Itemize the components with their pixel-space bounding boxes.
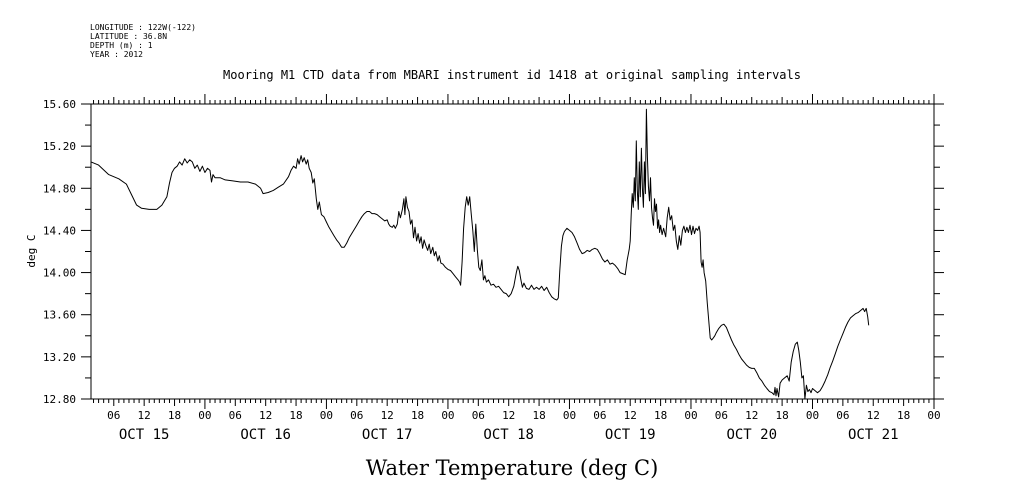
- x-tick-label: 18: [168, 409, 181, 422]
- x-tick-label: 12: [381, 409, 394, 422]
- x-tick-label: 06: [593, 409, 606, 422]
- x-tick-label: 00: [806, 409, 819, 422]
- x-tick-label: 00: [927, 409, 940, 422]
- x-tick-label: 12: [259, 409, 272, 422]
- x-day-label: OCT 21: [848, 427, 899, 443]
- year-text: YEAR : 2012: [90, 50, 143, 59]
- x-tick-label: 12: [624, 409, 637, 422]
- x-tick-label: 00: [684, 409, 697, 422]
- x-tick-label: 00: [198, 409, 211, 422]
- x-tick-label: 18: [775, 409, 788, 422]
- y-tick-label: 13.20: [43, 351, 76, 364]
- series-layer: [90, 108, 870, 400]
- x-tick-label: 12: [138, 409, 151, 422]
- latitude-text: LATITUDE : 36.8N: [90, 32, 167, 41]
- x-tick-label: 00: [441, 409, 454, 422]
- y-tick-label: 15.20: [43, 140, 76, 153]
- y-tick-label: 12.80: [43, 393, 76, 406]
- y-tick-label: 15.60: [43, 98, 76, 111]
- y-tick-label: 14.40: [43, 224, 76, 237]
- x-tick-label: 12: [502, 409, 515, 422]
- plot-frame: [90, 103, 935, 400]
- x-day-label: OCT 20: [726, 427, 777, 443]
- x-day-label: OCT 15: [119, 427, 170, 443]
- y-tick-label: 13.60: [43, 309, 76, 322]
- x-tick-label: 06: [836, 409, 849, 422]
- x-day-label: OCT 18: [483, 427, 534, 443]
- y-tick-label: 14.80: [43, 182, 76, 195]
- x-tick-label: 12: [745, 409, 758, 422]
- x-tick-label: 18: [654, 409, 667, 422]
- chart-title: Mooring M1 CTD data from MBARI instrumen…: [223, 68, 801, 82]
- x-tick-label: 06: [350, 409, 363, 422]
- axes-group: 12.80 13.20 13.60 14.00 14.40 14.80 15.20 15.60…: [43, 94, 944, 443]
- x-day-label: OCT 16: [240, 427, 291, 443]
- x-tick-label: 06: [229, 409, 242, 422]
- x-tick-label: 18: [411, 409, 424, 422]
- depth-text: DEPTH (m) : 1: [90, 41, 153, 50]
- longitude-text: LONGITUDE : 122W(-122): [90, 23, 196, 32]
- x-tick-label: 00: [320, 409, 333, 422]
- x-axis-label: Water Temperature (deg C): [366, 456, 659, 480]
- metadata-block: LONGITUDE : 122W(-122) LATITUDE : 36.8N …: [90, 23, 196, 59]
- x-tick-label: 06: [107, 409, 120, 422]
- x-tick-label: 18: [289, 409, 302, 422]
- x-tick-label: 18: [897, 409, 910, 422]
- x-tick-label: 06: [472, 409, 485, 422]
- y-axis-label: deg C: [25, 234, 38, 267]
- x-tick-label: 00: [563, 409, 576, 422]
- x-tick-label: 06: [715, 409, 728, 422]
- x-day-label: OCT 19: [605, 427, 656, 443]
- x-tick-label: 12: [867, 409, 880, 422]
- water-temperature-line: [90, 108, 870, 400]
- x-tick-label: 18: [532, 409, 545, 422]
- y-tick-label: 14.00: [43, 267, 76, 280]
- x-day-label: OCT 17: [362, 427, 413, 443]
